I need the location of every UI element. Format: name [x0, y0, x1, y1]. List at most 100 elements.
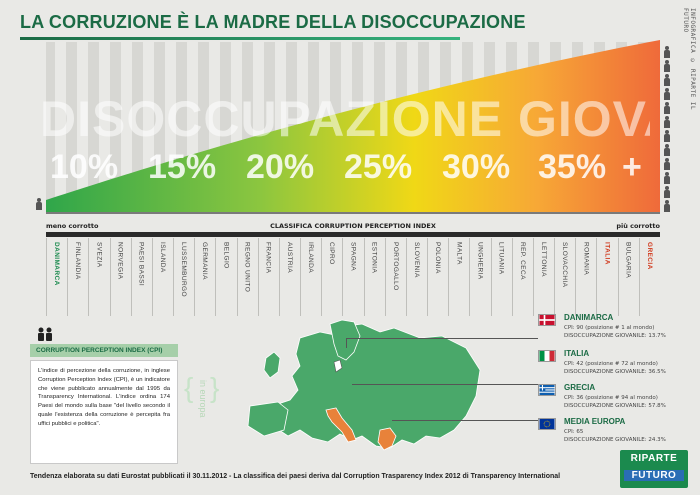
country-column: POLONIA: [427, 238, 448, 316]
legend-name: ITALIA: [564, 349, 590, 358]
country-column: FINLANDIA: [67, 238, 88, 316]
country-label: POLONIA: [434, 242, 442, 274]
country-label: ESTONIA: [370, 242, 378, 274]
scale-bar: [46, 232, 660, 237]
page-title: LA CORRUZIONE È LA MADRE DELLA DISOCCUPA…: [20, 12, 526, 32]
unemployment-ramp: [46, 40, 660, 214]
denmark-shape: [333, 359, 343, 373]
legend-cpi: CPI: 36 (posizione # 94 al mondo): [564, 395, 658, 401]
country-column: REGNO UNITO: [236, 238, 258, 316]
country-column: SLOVACCHIA: [554, 238, 575, 316]
country-column: ITALIA: [596, 238, 617, 316]
legend-denmark: DANIMARCA CPI: 90 (posizione # 1 al mond…: [538, 313, 688, 346]
country-label: SLOVACCHIA: [561, 242, 569, 288]
cpi-description: L'indice di percezione della corruzione,…: [30, 360, 178, 464]
eu-flag-icon: [538, 418, 556, 430]
country-column: PORTOGALLO: [384, 238, 406, 316]
scale-labels: meno corrotto CLASSIFICA CORRUPTION PERC…: [46, 222, 660, 232]
ramp-area: [46, 40, 660, 214]
percent-label-more: +: [622, 148, 642, 186]
legend-unemployment: DISOCCUPAZIONE GIOVANILE: 57.8%: [564, 403, 666, 409]
person-icon: [664, 88, 670, 100]
legend-greece: GRECIA CPI: 36 (posizione # 94 al mondo)…: [538, 383, 688, 416]
country-label: NORVEGIA: [116, 242, 124, 280]
country-label: ITALIA: [603, 242, 611, 265]
in-europa-label: in europa: [198, 380, 208, 418]
title-underline: [20, 37, 460, 40]
legend-italy: ITALIA CPI: 42 (posizione # 72 al mondo)…: [538, 349, 688, 382]
legend-cpi: CPI: 65: [564, 429, 584, 435]
country-column: FRANCIA: [257, 238, 279, 316]
leader-line: [346, 338, 347, 348]
cpi-title: CORRUPTION PERCEPTION INDEX (CPI): [30, 344, 178, 357]
percent-label-30: 30%: [442, 148, 511, 186]
country-label: LETTONIA: [539, 242, 547, 277]
country-label: REP. CECA: [518, 242, 526, 280]
logo-line-2: FUTURO: [624, 470, 684, 481]
legend-cpi: CPI: 42 (posizione # 72 al mondo): [564, 361, 658, 367]
country-column: IRLANDA: [300, 238, 321, 316]
country-label: LUSSEMBURGO: [180, 242, 188, 297]
country-label: LITUANIA: [497, 242, 505, 275]
scale-left-label: meno corrotto: [46, 222, 99, 230]
country-column: PAESI BASSI: [130, 238, 152, 316]
person-icon: [664, 60, 670, 72]
country-column: UNGHERIA: [469, 238, 490, 316]
country-column: BULGARIA: [617, 238, 639, 316]
country-column: SVEZIA: [88, 238, 109, 316]
scale-center-label: CLASSIFICA CORRUPTION PERCEPTION INDEX: [270, 222, 436, 230]
percent-label-10: 10%: [50, 148, 119, 186]
legend-cpi: CPI: 90 (posizione # 1 al mondo): [564, 325, 655, 331]
country-column: DANIMARCA: [46, 238, 67, 316]
credit-text: INFOGRAFICA © RIPARTE IL FUTURO: [682, 8, 696, 111]
country-column: SPAGNA: [342, 238, 363, 316]
country-label: MALTA: [455, 242, 463, 265]
country-label: UNGHERIA: [476, 242, 484, 280]
country-column: SLOVENIA: [405, 238, 427, 316]
person-icon: [664, 200, 670, 212]
legend-name: MEDIA EUROPA: [564, 417, 626, 426]
leader-line: [392, 420, 538, 421]
country-column: LETTONIA: [532, 238, 554, 316]
country-column: MALTA: [448, 238, 469, 316]
country-label: SVEZIA: [95, 242, 103, 268]
greece-shape: [377, 427, 397, 451]
in-europa-tag: { in europa }: [184, 372, 220, 418]
country-column: LUSSEMBURGO: [173, 238, 194, 316]
legend-name: DANIMARCA: [564, 313, 614, 322]
greece-flag-icon: [538, 384, 556, 396]
country-label: DANIMARCA: [53, 242, 60, 286]
country-column: BELGIO: [215, 238, 236, 316]
country-column: GRECIA: [638, 238, 660, 316]
country-label: ROMANIA: [582, 242, 590, 276]
country-column: ESTONIA: [363, 238, 385, 316]
country-label: CIPRO: [328, 242, 336, 265]
country-column: ROMANIA: [575, 238, 596, 316]
country-column: LITUANIA: [490, 238, 512, 316]
percent-label-35: 35%: [538, 148, 607, 186]
country-ranking: DANIMARCA FINLANDIA SVEZIA NORVEGIA PAESI BA…: [46, 238, 660, 316]
europe-landmass: [269, 323, 481, 449]
legend-unemployment: DISOCCUPAZIONE GIOVANILE: 36.5%: [564, 369, 666, 375]
percent-label-15: 15%: [148, 148, 217, 186]
italy-flag-icon: [538, 350, 556, 362]
legend-unemployment: DISOCCUPAZIONE GIOVANILE: 13.7%: [564, 333, 666, 339]
person-icon: [664, 102, 670, 114]
footer-note: Tendenza elaborata su dati Eurostat pubb…: [30, 473, 561, 480]
person-icon: [664, 116, 670, 128]
iberia: [247, 401, 289, 437]
country-column: GERMANIA: [194, 238, 215, 316]
country-column: ISLANDA: [151, 238, 173, 316]
person-icon: [664, 158, 670, 170]
denmark-flag-icon: [538, 314, 556, 326]
country-label: PAESI BASSI: [137, 242, 145, 287]
person-icon: [664, 144, 670, 156]
country-column: CIPRO: [321, 238, 342, 316]
person-icon: [664, 130, 670, 142]
big-word-heading: DISOCCUPAZIONE GIOVANILE: [40, 92, 650, 146]
country-label: AUSTRIA: [285, 242, 293, 273]
people-icon: [38, 327, 52, 341]
country-label: FINLANDIA: [74, 242, 82, 280]
country-label: REGNO UNITO: [243, 242, 251, 293]
